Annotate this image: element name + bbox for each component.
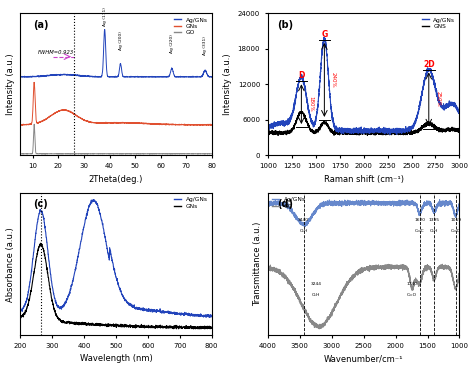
- Text: Ag (331): Ag (331): [203, 37, 207, 55]
- Text: C=C: C=C: [415, 229, 425, 233]
- Text: C=O: C=O: [407, 293, 417, 297]
- Text: 240%: 240%: [331, 72, 336, 88]
- Y-axis label: Intensity (a.u.): Intensity (a.u.): [223, 54, 232, 115]
- Text: (a): (a): [34, 20, 49, 30]
- Text: O-H: O-H: [312, 293, 320, 297]
- Text: G: G: [321, 30, 328, 39]
- Text: 250%: 250%: [436, 92, 440, 107]
- Y-axis label: Transmittance (a.u.): Transmittance (a.u.): [253, 222, 262, 306]
- Text: 1620: 1620: [414, 218, 425, 222]
- Text: (c): (c): [34, 200, 48, 210]
- Text: FWHM=0.923: FWHM=0.923: [38, 50, 74, 55]
- Text: 3440: 3440: [298, 218, 309, 222]
- Y-axis label: Absorbance (a.u.): Absorbance (a.u.): [6, 227, 15, 301]
- Text: (b): (b): [277, 20, 293, 30]
- Text: Ag (220): Ag (220): [170, 34, 174, 52]
- Legend: Ag/GNs, GNS: Ag/GNs, GNS: [420, 16, 456, 30]
- X-axis label: 2Theta(deg.): 2Theta(deg.): [89, 175, 143, 183]
- Text: 2D: 2D: [423, 60, 435, 69]
- Legend: Ag/GNs, GNs: Ag/GNs, GNs: [173, 196, 209, 210]
- Text: O-H: O-H: [430, 229, 438, 233]
- X-axis label: Raman shift (cm⁻¹): Raman shift (cm⁻¹): [324, 175, 404, 183]
- Text: Ag (200): Ag (200): [118, 31, 122, 50]
- Text: (d): (d): [277, 200, 293, 210]
- Text: 3244: 3244: [310, 282, 322, 286]
- Legend: Ag/GNs, GNs, GO: Ag/GNs, GNs, GO: [173, 16, 209, 36]
- Text: 1740: 1740: [407, 282, 418, 286]
- Text: 180%: 180%: [308, 96, 313, 112]
- Legend: Ag/GNs, GO: Ag/GNs, GO: [271, 196, 307, 210]
- Text: O-H: O-H: [300, 229, 308, 233]
- X-axis label: Wavelength (nm): Wavelength (nm): [80, 355, 152, 363]
- Text: 1059: 1059: [450, 218, 461, 222]
- Text: D: D: [298, 72, 305, 80]
- Text: 1395: 1395: [428, 218, 440, 222]
- Text: C=O: C=O: [451, 229, 461, 233]
- X-axis label: Wavenumber/cm⁻¹: Wavenumber/cm⁻¹: [324, 355, 403, 363]
- Text: Ag (111): Ag (111): [103, 7, 107, 25]
- Y-axis label: Intensity (a.u.): Intensity (a.u.): [6, 54, 15, 115]
